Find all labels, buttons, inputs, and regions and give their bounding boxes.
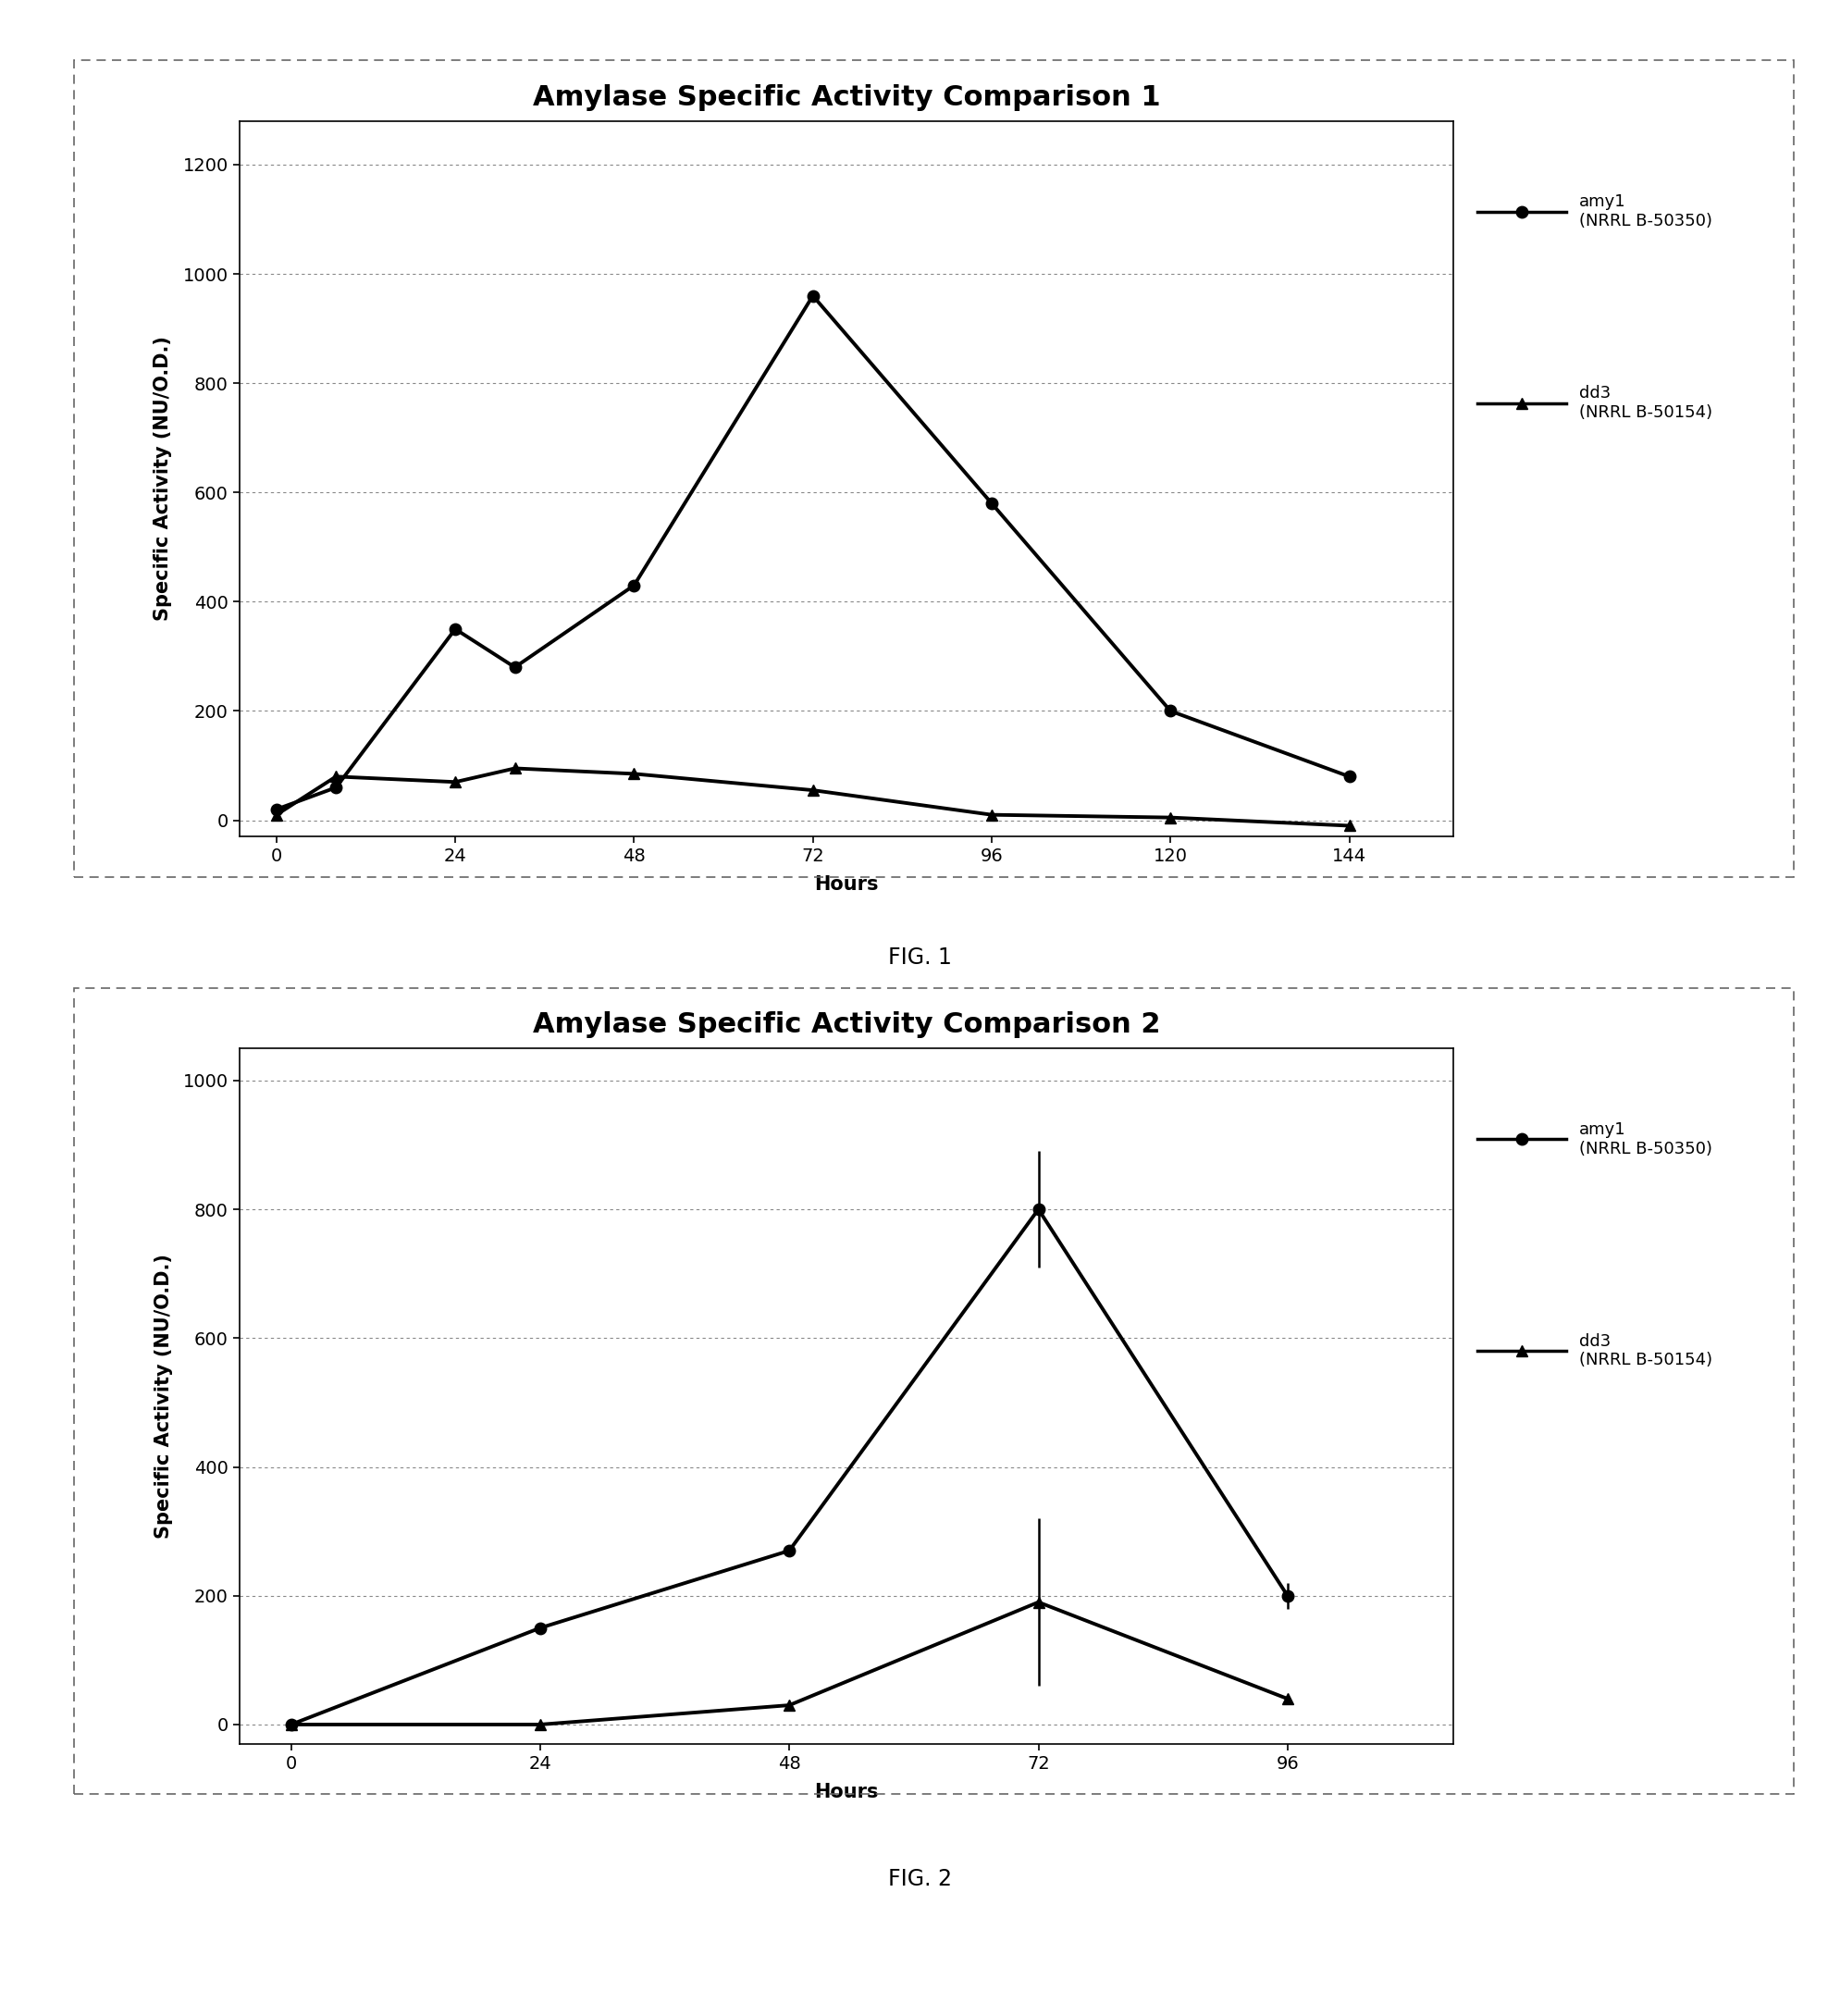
X-axis label: Hours: Hours bbox=[815, 1782, 878, 1800]
Text: amy1
(NRRL B-50350): amy1 (NRRL B-50350) bbox=[1579, 1121, 1711, 1157]
Text: dd3
(NRRL B-50154): dd3 (NRRL B-50154) bbox=[1579, 385, 1711, 421]
Title: Amylase Specific Activity Comparison 1: Amylase Specific Activity Comparison 1 bbox=[532, 85, 1161, 111]
Text: amy1
(NRRL B-50350): amy1 (NRRL B-50350) bbox=[1579, 194, 1711, 230]
Title: Amylase Specific Activity Comparison 2: Amylase Specific Activity Comparison 2 bbox=[532, 1012, 1161, 1038]
Y-axis label: Specific Activity (NU/O.D.): Specific Activity (NU/O.D.) bbox=[155, 1254, 173, 1538]
Text: dd3
(NRRL B-50154): dd3 (NRRL B-50154) bbox=[1579, 1333, 1711, 1369]
Text: FIG. 1: FIG. 1 bbox=[889, 946, 951, 970]
Y-axis label: Specific Activity (NU/O.D.): Specific Activity (NU/O.D.) bbox=[155, 337, 173, 621]
X-axis label: Hours: Hours bbox=[815, 875, 878, 893]
Text: FIG. 2: FIG. 2 bbox=[889, 1867, 951, 1891]
